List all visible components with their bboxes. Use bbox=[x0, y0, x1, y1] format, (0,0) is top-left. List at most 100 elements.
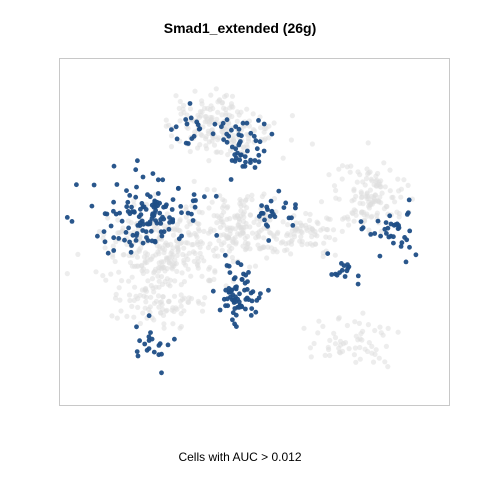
active-cell-point bbox=[140, 174, 146, 180]
active-cell-point bbox=[128, 249, 134, 255]
active-cell-point bbox=[383, 220, 389, 226]
inactive-cell-point bbox=[132, 263, 138, 269]
active-cell-point bbox=[179, 233, 185, 239]
inactive-cell-point bbox=[331, 330, 337, 336]
active-cell-point bbox=[163, 204, 169, 210]
inactive-cell-point bbox=[197, 142, 203, 148]
inactive-cell-point bbox=[108, 271, 114, 277]
active-cell-point bbox=[234, 324, 239, 329]
active-cell-point bbox=[345, 266, 351, 271]
inactive-cell-point bbox=[166, 298, 172, 304]
active-cell-point bbox=[154, 199, 160, 205]
active-cell-point bbox=[135, 158, 140, 164]
active-cell-point bbox=[396, 223, 401, 228]
inactive-cell-point bbox=[353, 359, 359, 365]
inactive-cell-point bbox=[367, 202, 373, 208]
active-cell-point bbox=[235, 260, 241, 266]
inactive-cell-point bbox=[213, 149, 219, 155]
inactive-cell-point bbox=[271, 120, 277, 126]
active-cell-point bbox=[233, 124, 239, 129]
inactive-cell-point bbox=[178, 323, 184, 330]
active-cell-point bbox=[152, 239, 158, 245]
inactive-cell-point bbox=[384, 203, 390, 210]
inactive-cell-point bbox=[187, 106, 194, 112]
inactive-cell-point bbox=[133, 293, 139, 299]
inactive-cell-point bbox=[127, 260, 134, 266]
inactive-cell-point bbox=[116, 285, 122, 291]
inactive-cell-point bbox=[396, 188, 402, 194]
inactive-cell-point bbox=[142, 250, 149, 256]
active-cell-point bbox=[134, 349, 140, 354]
inactive-cell-point bbox=[373, 173, 379, 179]
inactive-cell-point bbox=[105, 215, 111, 221]
active-cell-point bbox=[116, 236, 122, 241]
active-cell-point bbox=[185, 141, 191, 146]
active-cell-point bbox=[243, 297, 249, 302]
inactive-cell-point bbox=[190, 241, 196, 248]
inactive-cell-point bbox=[162, 278, 168, 285]
active-cell-point bbox=[111, 208, 116, 214]
inactive-cell-point bbox=[280, 219, 286, 225]
inactive-cell-point bbox=[160, 294, 166, 300]
active-cell-point bbox=[259, 210, 265, 216]
inactive-cell-point bbox=[153, 298, 159, 304]
active-cell-point bbox=[329, 272, 335, 277]
inactive-cell-point bbox=[289, 113, 295, 119]
inactive-cell-point bbox=[361, 209, 367, 215]
inactive-cell-point bbox=[364, 195, 370, 202]
inactive-cell-point bbox=[325, 216, 331, 222]
active-cell-point bbox=[243, 306, 248, 312]
active-cell-point bbox=[281, 205, 287, 211]
inactive-cell-point bbox=[349, 198, 355, 204]
inactive-cell-point bbox=[174, 252, 180, 259]
active-cell-point bbox=[144, 235, 149, 241]
inactive-cell-point bbox=[203, 114, 209, 120]
points-layer bbox=[64, 86, 419, 376]
inactive-cell-point bbox=[183, 262, 189, 268]
active-cell-point bbox=[160, 177, 166, 183]
active-cell-point bbox=[148, 330, 153, 335]
inactive-cell-point bbox=[164, 242, 171, 248]
inactive-cell-point bbox=[155, 293, 162, 299]
inactive-cell-point bbox=[199, 210, 205, 216]
inactive-cell-point bbox=[116, 269, 122, 275]
inactive-cell-point bbox=[127, 297, 133, 304]
active-cell-point bbox=[160, 214, 165, 220]
active-cell-point bbox=[276, 188, 282, 194]
inactive-cell-point bbox=[143, 299, 149, 305]
inactive-cell-point bbox=[213, 86, 219, 92]
active-cell-point bbox=[151, 204, 157, 210]
inactive-cell-point bbox=[344, 214, 350, 220]
inactive-cell-point bbox=[245, 136, 251, 142]
inactive-cell-point bbox=[394, 209, 400, 215]
inactive-cell-point bbox=[185, 299, 192, 305]
active-cell-point bbox=[145, 192, 150, 198]
active-cell-point bbox=[169, 127, 174, 132]
active-cell-point bbox=[345, 262, 350, 267]
inactive-cell-point bbox=[185, 256, 191, 263]
inactive-cell-point bbox=[164, 266, 170, 272]
inactive-cell-point bbox=[308, 354, 314, 360]
inactive-cell-point bbox=[367, 187, 373, 193]
inactive-cell-point bbox=[364, 213, 370, 219]
inactive-cell-point bbox=[178, 282, 184, 288]
active-cell-point bbox=[221, 137, 227, 143]
inactive-cell-point bbox=[244, 233, 251, 240]
active-cell-point bbox=[172, 336, 177, 342]
inactive-cell-point bbox=[365, 171, 371, 177]
inactive-cell-point bbox=[172, 278, 178, 284]
inactive-cell-point bbox=[237, 201, 243, 207]
inactive-cell-point bbox=[307, 217, 313, 223]
active-cell-point bbox=[224, 131, 230, 137]
active-cell-point bbox=[230, 310, 236, 316]
active-cell-point bbox=[407, 244, 412, 250]
active-cell-point bbox=[124, 204, 130, 210]
inactive-cell-point bbox=[315, 220, 321, 227]
inactive-cell-point bbox=[229, 254, 235, 261]
active-cell-point bbox=[391, 234, 396, 240]
inactive-cell-point bbox=[113, 291, 119, 297]
inactive-cell-point bbox=[186, 250, 192, 256]
active-cell-point bbox=[240, 164, 246, 169]
active-cell-point bbox=[132, 209, 137, 215]
inactive-cell-point bbox=[177, 228, 183, 234]
